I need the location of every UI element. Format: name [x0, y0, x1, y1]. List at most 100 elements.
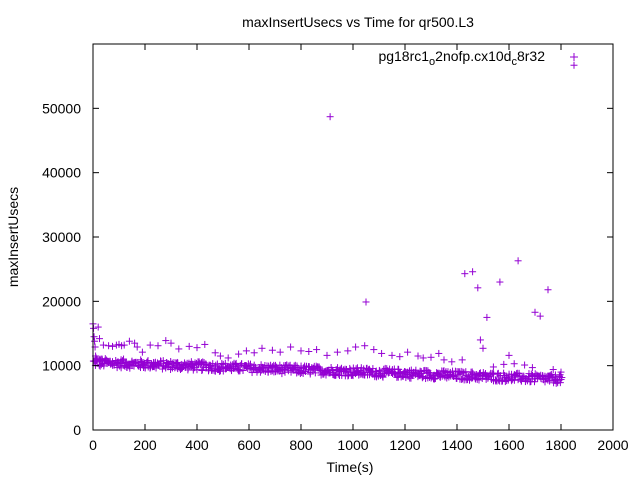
x-tick-label: 800: [289, 437, 313, 453]
data-point: [133, 343, 141, 351]
data-point: [198, 367, 206, 375]
data-point: [521, 361, 529, 369]
x-tick-label: 600: [237, 437, 261, 453]
data-point: [137, 356, 145, 364]
data-point: [474, 284, 482, 292]
data-point: [247, 360, 255, 368]
data-point: [154, 342, 162, 350]
data-point: [489, 363, 497, 371]
data-point: [435, 349, 443, 357]
data-point: [388, 351, 396, 359]
data-point: [298, 368, 306, 376]
data-point: [510, 376, 518, 384]
data-point: [297, 347, 305, 355]
data-point: [230, 364, 238, 372]
data-point: [514, 257, 522, 265]
data-point: [281, 366, 289, 374]
data-point: [479, 344, 487, 352]
data-point: [431, 375, 439, 383]
data-point: [93, 356, 101, 364]
x-tick-label: 1200: [389, 437, 420, 453]
data-point: [414, 352, 422, 360]
data-point: [258, 344, 266, 352]
data-point: [216, 352, 224, 360]
legend-marker: [570, 53, 578, 61]
y-axis-ticks: [93, 107, 613, 431]
data-point: [557, 368, 565, 376]
data-point: [264, 368, 272, 376]
y-axis-tick-labels: 0 10000 20000 30000 40000 50000: [42, 100, 81, 438]
data-point: [242, 347, 250, 355]
data-point: [362, 298, 370, 306]
data-point: [370, 346, 378, 354]
legend-label-part: 2nofp.cx10d: [435, 48, 511, 64]
data-point: [546, 377, 554, 385]
data-point: [287, 343, 295, 351]
data-point: [193, 344, 201, 352]
data-point: [144, 357, 152, 365]
data-point: [496, 278, 504, 286]
data-point: [213, 360, 221, 368]
data-point: [289, 365, 297, 373]
legend-label: pg18rc1o2nofp.cx10dc8r32: [378, 48, 545, 68]
data-point: [379, 373, 387, 381]
data-point: [476, 336, 484, 344]
data-point: [536, 312, 544, 320]
data-point: [276, 348, 284, 356]
data-point: [212, 361, 220, 369]
data-point: [376, 367, 384, 375]
data-point: [505, 351, 513, 359]
data-point: [553, 377, 561, 385]
data-point: [99, 341, 107, 349]
data-point: [396, 353, 404, 361]
data-point: [427, 353, 435, 361]
data-point: [120, 355, 128, 363]
data-point: [125, 337, 133, 345]
data-point: [473, 375, 481, 383]
data-point: [198, 366, 206, 374]
data-point: [105, 342, 113, 350]
data-point: [378, 349, 386, 357]
data-point: [459, 375, 467, 383]
data-point: [235, 350, 243, 358]
data-point: [91, 337, 99, 345]
data-point: [175, 345, 183, 353]
data-point: [109, 342, 116, 350]
x-tick-label: 400: [185, 437, 209, 453]
data-point: [162, 337, 170, 345]
data-point: [201, 340, 209, 348]
x-axis-tick-labels: 0 200 400 600 800 1000 1200 1400 1600 1800 2000: [89, 437, 629, 453]
data-point: [430, 375, 438, 383]
data-point: [531, 308, 539, 316]
data-point: [306, 370, 314, 378]
data-point: [458, 356, 466, 364]
data-point: [167, 357, 175, 365]
data-point: [448, 358, 456, 366]
data-point: [239, 366, 247, 374]
y-axis-title: maxInsertUsecs: [5, 187, 21, 287]
data-point: [235, 366, 243, 374]
data-point: [94, 323, 102, 331]
y-tick-label: 40000: [42, 165, 81, 181]
data-point: [305, 348, 313, 356]
x-tick-label: 1600: [493, 437, 524, 453]
legend-label-part: 8r32: [517, 48, 545, 64]
data-point: [544, 286, 552, 294]
data-point: [558, 374, 566, 382]
data-point: [97, 355, 105, 363]
data-point: [469, 268, 477, 276]
data-point: [102, 357, 110, 365]
data-point: [293, 364, 301, 372]
data-point: [528, 364, 536, 372]
data-point: [211, 349, 219, 357]
data-point: [556, 379, 564, 387]
y-tick-label: 20000: [42, 293, 81, 309]
data-point: [352, 343, 360, 351]
data-point: [361, 342, 369, 350]
x-tick-label: 1800: [545, 437, 576, 453]
data-point: [250, 349, 258, 357]
data-point: [301, 367, 309, 375]
legend-label-subscript: o: [429, 56, 435, 68]
